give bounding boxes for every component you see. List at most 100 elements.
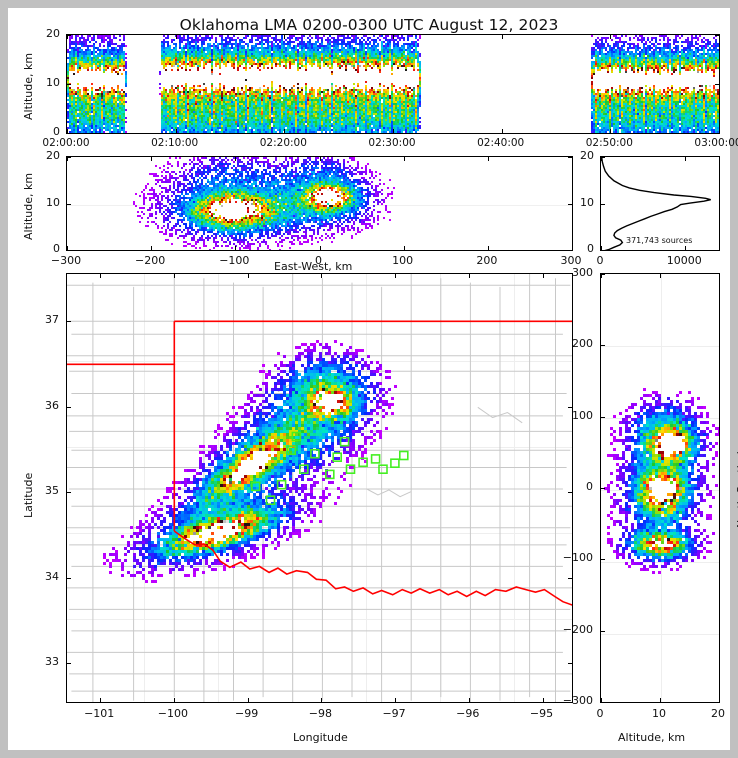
lma-station-marker[interactable] bbox=[286, 445, 297, 456]
east-west-ylabel: Altitude, km bbox=[22, 172, 35, 240]
tick-label: 200 bbox=[572, 337, 593, 351]
tick bbox=[610, 129, 612, 133]
tick-label: 300 bbox=[572, 266, 593, 279]
tick-label: 10000 bbox=[666, 254, 702, 267]
tick bbox=[235, 157, 237, 161]
lma-station-marker[interactable] bbox=[332, 452, 343, 462]
tick-label: 10 bbox=[652, 707, 666, 720]
lma-station-marker[interactable] bbox=[358, 457, 368, 468]
tick bbox=[568, 203, 572, 205]
tick-label: 35 bbox=[45, 484, 59, 498]
north-south-cross-section[interactable] bbox=[600, 273, 720, 703]
tick-label: −95 bbox=[529, 707, 554, 720]
tick bbox=[601, 488, 605, 489]
lma-station-marker[interactable] bbox=[390, 458, 400, 468]
tick bbox=[568, 157, 572, 158]
tick-label: 36 bbox=[45, 398, 59, 412]
tick-label: 0 bbox=[596, 254, 604, 267]
tick bbox=[501, 35, 503, 39]
map-ylabel: Latitude bbox=[22, 472, 35, 518]
lma-station-marker[interactable] bbox=[345, 464, 356, 474]
east-west-cross-section[interactable] bbox=[66, 156, 573, 251]
tick bbox=[601, 345, 605, 347]
tick-label: 34 bbox=[45, 569, 59, 583]
lma-station-marker[interactable] bbox=[378, 464, 388, 474]
tick bbox=[175, 129, 177, 133]
lma-station-marker[interactable] bbox=[398, 450, 409, 461]
histogram-annotation: 371,743 sources bbox=[626, 236, 693, 245]
time-height-ylabel: Altitude, km bbox=[22, 52, 35, 120]
map-overlay-layer bbox=[67, 320, 572, 606]
tick-label: 02:00:00 bbox=[42, 137, 90, 149]
tick bbox=[715, 35, 719, 36]
tick bbox=[319, 246, 321, 250]
oklahoma-state-border bbox=[67, 321, 176, 366]
tick bbox=[660, 274, 661, 278]
lma-station-marker[interactable] bbox=[310, 448, 320, 459]
tick-label: 02:40:00 bbox=[477, 137, 525, 149]
tick bbox=[601, 274, 605, 275]
lma-station-marker[interactable] bbox=[250, 481, 261, 492]
tick-label: −101 bbox=[84, 707, 115, 720]
tick-label: −200 bbox=[135, 254, 166, 267]
tick-label: 200 bbox=[476, 254, 498, 267]
tick-label: 0 bbox=[587, 242, 594, 255]
lma-station-marker[interactable] bbox=[276, 479, 287, 490]
tick bbox=[601, 698, 602, 702]
tick bbox=[284, 35, 286, 39]
tick bbox=[601, 559, 605, 561]
map-xlabel: Longitude bbox=[293, 731, 348, 744]
plan-view-map-panel[interactable] bbox=[66, 273, 573, 703]
north-south-xlabel: Altitude, km bbox=[618, 731, 686, 744]
tick bbox=[175, 35, 177, 39]
tick-label: 0 bbox=[53, 242, 60, 255]
tick bbox=[660, 698, 661, 702]
tick bbox=[715, 84, 719, 85]
tick-label: 300 bbox=[560, 254, 582, 267]
tick-label: 02:50:00 bbox=[585, 137, 633, 149]
tick-label: 100 bbox=[572, 408, 593, 422]
lma-station-marker[interactable] bbox=[339, 436, 350, 447]
tick bbox=[601, 274, 602, 278]
tick-label: 10 bbox=[580, 195, 594, 209]
page-title: Oklahoma LMA 0200-0300 UTC August 12, 20… bbox=[179, 16, 559, 34]
tick-label: 100 bbox=[392, 254, 414, 267]
tick-label: −100 bbox=[219, 254, 250, 267]
tick bbox=[319, 157, 321, 161]
tick bbox=[403, 157, 405, 161]
tick bbox=[284, 129, 286, 133]
altitude-histogram-panel[interactable] bbox=[600, 156, 720, 251]
tick bbox=[151, 157, 153, 161]
tick bbox=[601, 416, 605, 418]
tick-label: 10 bbox=[46, 195, 60, 209]
lma-station-marker[interactable] bbox=[324, 469, 335, 480]
tick bbox=[67, 35, 68, 39]
histogram-curve-layer bbox=[601, 157, 711, 250]
tick bbox=[685, 157, 687, 161]
tick-label: 02:10:00 bbox=[151, 137, 199, 149]
tick-label: 20 bbox=[46, 27, 60, 40]
tick-label: 0 bbox=[596, 707, 604, 720]
tick bbox=[67, 129, 68, 133]
tick-label: 10 bbox=[46, 76, 60, 89]
tick-label: 20 bbox=[711, 707, 725, 720]
tick bbox=[235, 246, 237, 250]
tick-label: 03:00:00 bbox=[694, 137, 738, 149]
tick bbox=[67, 157, 71, 158]
lma-station-marker[interactable] bbox=[299, 464, 309, 474]
tick bbox=[67, 84, 71, 85]
lma-station-marker[interactable] bbox=[291, 431, 302, 442]
tick-label: −300 bbox=[50, 254, 82, 267]
tick-label: −96 bbox=[456, 707, 480, 720]
tick-label: 02:30:00 bbox=[368, 137, 416, 149]
time-height-panel[interactable] bbox=[66, 34, 720, 134]
tick-label: −98 bbox=[308, 707, 332, 720]
tick-label: −97 bbox=[382, 707, 406, 720]
tick-label: 20 bbox=[580, 149, 594, 162]
oklahoma-state-border bbox=[173, 530, 572, 606]
tick-label: 0 bbox=[315, 254, 322, 267]
lma-station-marker[interactable] bbox=[265, 495, 276, 505]
tick bbox=[487, 157, 489, 161]
lma-station-marker[interactable] bbox=[370, 454, 381, 464]
